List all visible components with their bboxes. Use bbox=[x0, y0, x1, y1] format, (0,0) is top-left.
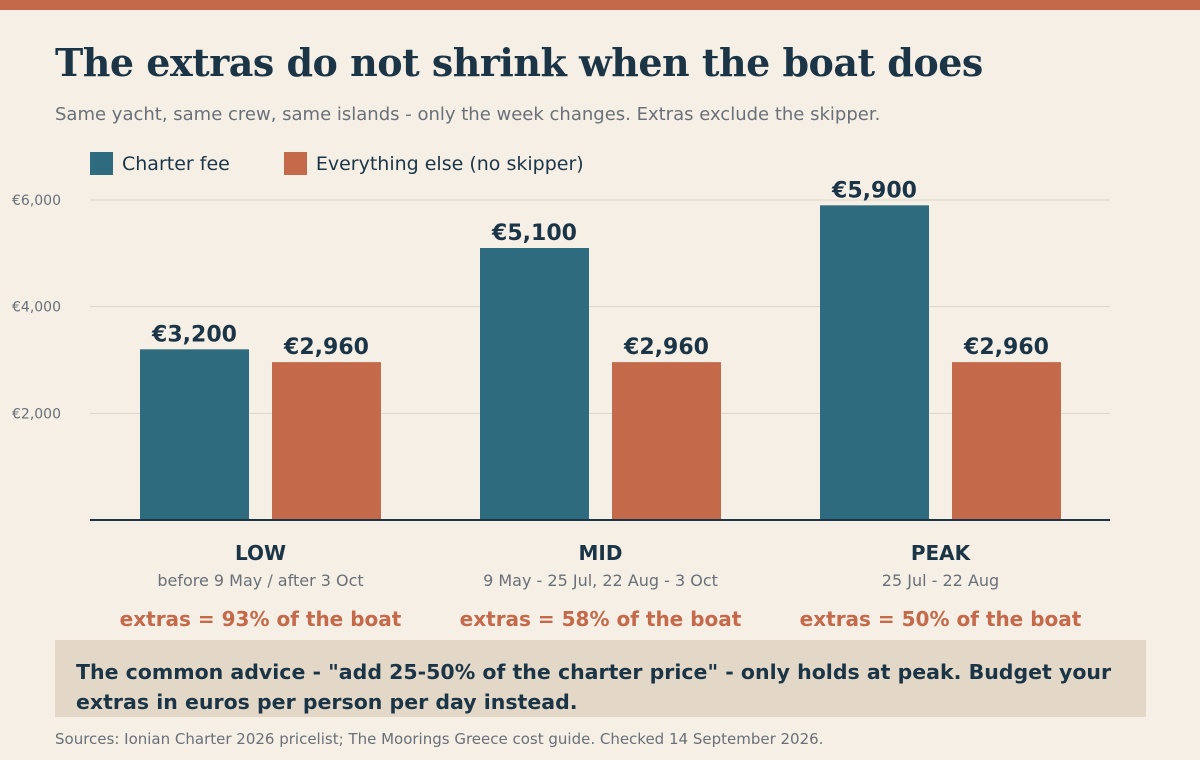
y-tick-label: €4,000 bbox=[12, 300, 61, 316]
bar-value-label: €2,960 bbox=[623, 335, 709, 360]
bar-value-label: €2,960 bbox=[283, 335, 369, 360]
legend-item-charter: Charter fee bbox=[90, 152, 230, 175]
advice-text: The common advice - "add 25-50% of the c… bbox=[76, 660, 1112, 714]
bar bbox=[140, 349, 249, 520]
legend-item-extras: Everything else (no skipper) bbox=[283, 152, 584, 175]
legend-label-charter: Charter fee bbox=[122, 152, 230, 175]
bar-value-label: €3,200 bbox=[151, 322, 237, 347]
legend-swatch-extras bbox=[283, 152, 307, 175]
bar bbox=[952, 362, 1061, 520]
bar-value-label: €5,900 bbox=[831, 178, 917, 203]
bar bbox=[272, 362, 381, 520]
bar-value-label: €2,960 bbox=[963, 335, 1049, 360]
bar bbox=[820, 205, 929, 521]
category-extras-note: extras = 93% of the boat bbox=[120, 607, 402, 631]
category-dates: 9 May - 25 Jul, 22 Aug - 3 Oct bbox=[483, 571, 718, 590]
category-label: LOW bbox=[235, 541, 286, 565]
source-note: Sources: Ionian Charter 2026 pricelist; … bbox=[55, 730, 824, 748]
bar-chart: €2,000 €4,000 €6,000 €3,200 €2,960 LOW before … bbox=[12, 178, 1110, 631]
category-dates: 25 Jul - 22 Aug bbox=[882, 571, 999, 590]
category-label: PEAK bbox=[911, 541, 972, 565]
category-label: MID bbox=[579, 541, 623, 565]
y-tick-label: €2,000 bbox=[12, 406, 61, 422]
advice-callout: The common advice - "add 25-50% of the c… bbox=[55, 640, 1146, 717]
y-tick-label: €6,000 bbox=[12, 193, 61, 209]
category-dates: before 9 May / after 3 Oct bbox=[157, 571, 363, 590]
category-extras-note: extras = 58% of the boat bbox=[460, 607, 742, 631]
chart-title: The extras do not shrink when the boat d… bbox=[55, 40, 983, 85]
category-extras-note: extras = 50% of the boat bbox=[800, 607, 1082, 631]
legend-swatch-charter bbox=[90, 152, 113, 175]
top-accent-bar bbox=[0, 0, 1200, 10]
legend-label-extras: Everything else (no skipper) bbox=[315, 152, 584, 175]
chart-subtitle: Same yacht, same crew, same islands - on… bbox=[55, 104, 881, 125]
legend: Charter fee Everything else (no skipper) bbox=[90, 152, 638, 175]
bar bbox=[612, 362, 721, 520]
bar-value-label: €5,100 bbox=[491, 221, 577, 246]
bar bbox=[480, 248, 589, 520]
